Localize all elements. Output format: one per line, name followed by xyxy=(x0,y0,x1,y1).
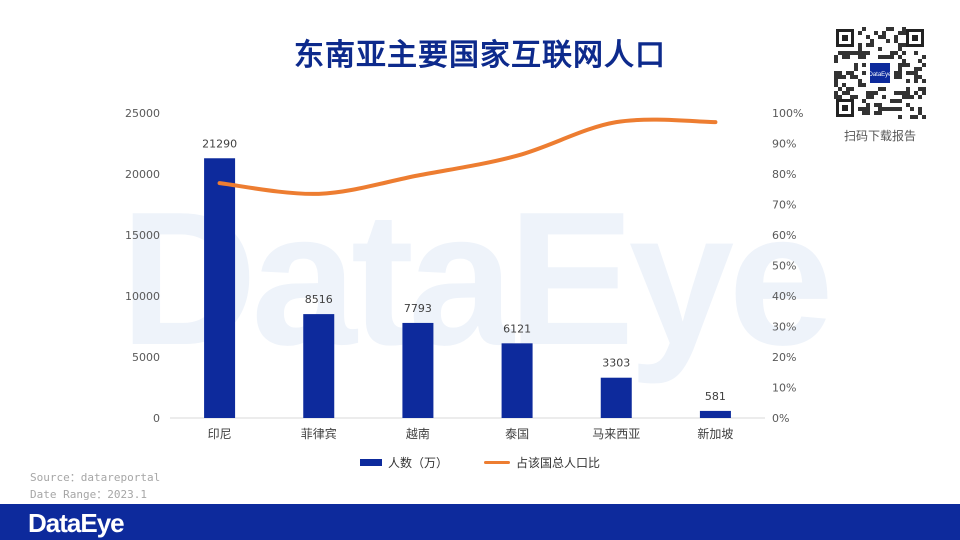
x-category-label: 菲律宾 xyxy=(301,426,337,441)
chart-legend: 人数（万） 占该国总人口比 xyxy=(0,454,960,471)
series-line-percentage xyxy=(217,117,718,196)
y-right-tick-label: 50% xyxy=(772,260,796,273)
bar xyxy=(204,158,236,418)
x-category-label: 越南 xyxy=(406,426,430,441)
x-category-label: 泰国 xyxy=(505,427,529,441)
y-left-tick-label: 10000 xyxy=(125,290,160,303)
date-range-line: Date Range：2023.1 xyxy=(30,488,147,501)
y-right-tick-label: 30% xyxy=(772,321,796,334)
y-right-tick-label: 40% xyxy=(772,290,796,303)
y-right-tick-label: 60% xyxy=(772,229,796,242)
y-right-tick-label: 10% xyxy=(772,382,796,395)
legend-label-bars: 人数（万） xyxy=(387,456,448,470)
bar-value-label: 7793 xyxy=(404,302,432,315)
legend-bar-swatch xyxy=(359,459,382,466)
x-category-label: 新加坡 xyxy=(697,426,733,441)
y-right-tick-label: 100% xyxy=(772,107,803,120)
y-left-tick-label: 20000 xyxy=(125,168,160,181)
y-right-tick-label: 20% xyxy=(772,351,796,364)
x-category-label: 马来西亚 xyxy=(592,427,640,441)
source-line: Source：datareportal xyxy=(30,471,161,484)
y-right-tick-label: 90% xyxy=(772,138,796,151)
qr-code[interactable]: DataEye xyxy=(834,27,926,119)
bar xyxy=(402,322,434,418)
page-title: 东南亚主要国家互联网人口 xyxy=(294,38,666,73)
bar-value-label: 6121 xyxy=(503,322,531,335)
y-right-tick-label: 0% xyxy=(772,412,789,425)
bar-value-label: 21290 xyxy=(202,137,237,150)
footer-logo: DataEye xyxy=(28,508,125,538)
legend-item-bars: 人数（万） xyxy=(359,454,448,471)
x-category-label: 印尼 xyxy=(208,427,232,441)
legend-line-swatch xyxy=(484,461,510,464)
bar-value-label: 3303 xyxy=(602,357,630,370)
bar-value-label: 8516 xyxy=(305,293,333,306)
y-left-tick-label: 0 xyxy=(153,412,160,425)
bar xyxy=(600,377,632,418)
footer-bar: DataEye xyxy=(0,504,960,540)
qr-logo: DataEye xyxy=(868,72,892,78)
y-left-tick-label: 25000 xyxy=(125,107,160,120)
bar xyxy=(699,410,731,418)
legend-label-line: 占该国总人口比 xyxy=(516,456,601,470)
y-right-tick-label: 70% xyxy=(772,199,796,212)
watermark: DataEye xyxy=(120,173,834,385)
y-left-tick-label: 5000 xyxy=(132,351,160,364)
legend-item-line: 占该国总人口比 xyxy=(484,454,600,471)
source-note: Source：datareportal Date Range：2023.1 xyxy=(30,469,160,503)
y-right-tick-label: 80% xyxy=(772,168,796,181)
y-left-tick-label: 15000 xyxy=(125,229,160,242)
bar xyxy=(303,314,335,418)
qr-caption: 扫码下载报告 xyxy=(843,129,916,143)
bar-value-label: 581 xyxy=(705,390,726,403)
bar xyxy=(501,343,533,418)
